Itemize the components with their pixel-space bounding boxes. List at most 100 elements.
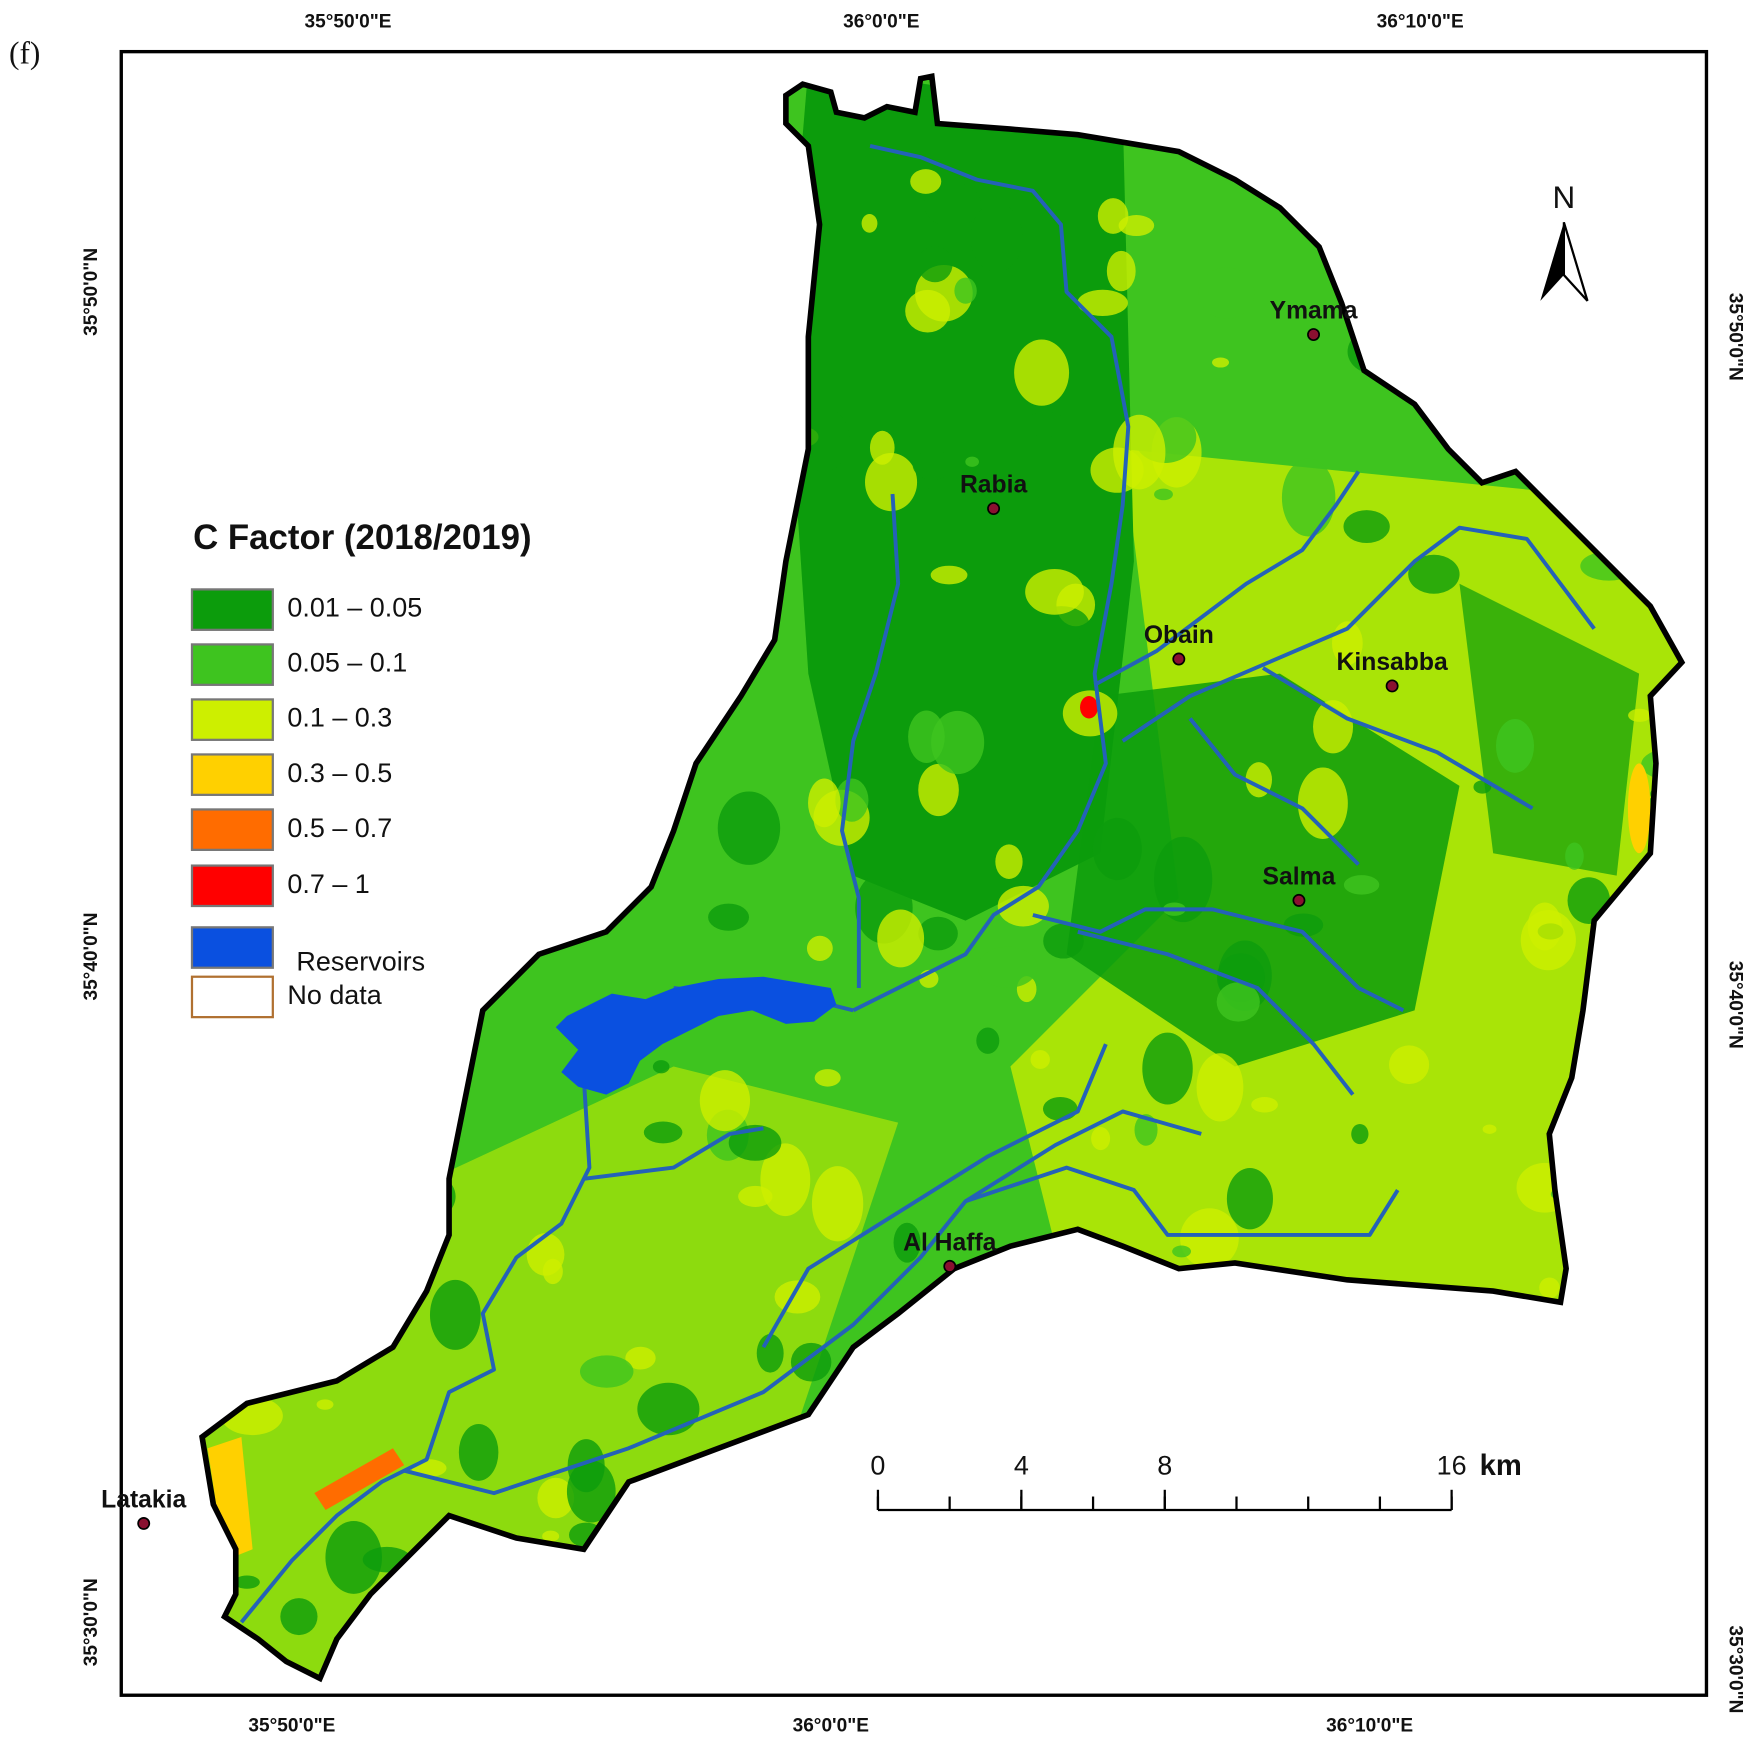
- terrain-patch: [918, 916, 958, 951]
- terrain-patch: [273, 1258, 310, 1280]
- terrain-patch: [227, 1365, 268, 1394]
- terrain-patch: [1077, 289, 1128, 317]
- terrain-patch: [202, 1327, 252, 1385]
- terrain-patch: [368, 1153, 424, 1225]
- terrain-patch: [1648, 93, 1682, 115]
- terrain-patch: [1343, 510, 1390, 544]
- terrain-patch: [409, 648, 436, 666]
- terrain-patch: [1281, 458, 1336, 537]
- terrain-patch: [1584, 1621, 1604, 1650]
- terrain-patch: [1030, 1050, 1050, 1069]
- terrain-patch: [1343, 875, 1380, 895]
- terrain-patch: [643, 1121, 683, 1144]
- terrain-patch: [1065, 76, 1091, 96]
- scale-label: 4: [1014, 1450, 1029, 1480]
- terrain-patch: [257, 1307, 319, 1342]
- terrain-patch: [1388, 1045, 1430, 1085]
- terrain-patch: [316, 1399, 334, 1410]
- terrain-patch: [505, 217, 562, 266]
- terrain-patch: [1422, 1424, 1444, 1441]
- terrain-patch: [270, 110, 321, 141]
- terrain-patch: [554, 668, 581, 683]
- terrain-patch: [565, 605, 599, 655]
- terrain-patch: [1370, 168, 1407, 209]
- terrain-patch: [526, 1233, 565, 1276]
- terrain-patch: [419, 839, 449, 869]
- terrain-patch: [1095, 1320, 1144, 1374]
- terrain-patch: [335, 203, 364, 238]
- terrain-patch: [333, 1233, 361, 1274]
- terrain-patch: [814, 1069, 841, 1087]
- terrain-patch: [811, 1166, 864, 1242]
- terrain-patch: [1120, 1286, 1180, 1364]
- terrain-patch: [930, 565, 968, 585]
- terrain-patch: [1092, 817, 1142, 881]
- terrain-bare: [1080, 696, 1098, 719]
- terrain-patch: [954, 277, 977, 304]
- terrain-patch: [604, 76, 641, 89]
- place-label: Ymama: [1270, 298, 1358, 325]
- reservoir-shape: [555, 976, 837, 1095]
- terrain-patch: [931, 710, 985, 775]
- terrain-patch: [1014, 339, 1070, 406]
- terrain-patch: [790, 1342, 832, 1382]
- graticule-bottom: 36°10'0"E: [1326, 1716, 1413, 1737]
- terrain-patch: [912, 450, 953, 480]
- terrain-patch: [1539, 1277, 1560, 1299]
- terrain-patch: [877, 909, 925, 968]
- terrain-patch: [686, 298, 726, 323]
- terrain-patch: [684, 376, 704, 396]
- terrain-patch: [412, 274, 467, 313]
- terrain-patch: [424, 262, 448, 276]
- terrain-patch: [1154, 836, 1213, 923]
- terrain-patch: [850, 91, 866, 111]
- terrain-patch: [717, 791, 781, 865]
- legend-swatch: [190, 698, 274, 741]
- terrain-patch: [566, 1460, 616, 1523]
- terrain-patch: [1051, 1290, 1100, 1328]
- legend-label: 0.05 – 0.1: [287, 648, 407, 678]
- terrain-patch: [799, 1500, 842, 1528]
- terrain-patch: [1467, 1360, 1486, 1387]
- terrain-patch: [458, 1424, 499, 1481]
- terrain-patch: [1216, 982, 1260, 1022]
- place-label: Kinsabba: [1337, 649, 1448, 676]
- terrain-patch: [1520, 910, 1576, 971]
- terrain-patch: [1438, 216, 1459, 242]
- terrain-patch: [1377, 281, 1398, 307]
- terrain-patch: [381, 241, 406, 266]
- terrain-patch: [1043, 923, 1084, 959]
- place-label: Rabia: [960, 472, 1027, 499]
- terrain-patch: [1351, 1123, 1369, 1145]
- terrain-patch: [968, 1266, 1015, 1323]
- terrain-patch: [1359, 1661, 1379, 1679]
- terrain-patch: [765, 1469, 815, 1495]
- terrain-forest: [1459, 583, 1640, 876]
- legend-swatch: [190, 926, 274, 969]
- terrain-bare: [207, 1437, 253, 1561]
- terrain-patch: [311, 1254, 363, 1288]
- terrain-patch: [234, 1575, 260, 1589]
- terrain-patch: [1033, 606, 1090, 643]
- north-arrow-left: [1540, 222, 1564, 301]
- terrain-patch: [1408, 554, 1460, 594]
- terrain-patch: [910, 169, 942, 194]
- terrain-patch: [1620, 940, 1667, 999]
- place-marker: [137, 1517, 151, 1530]
- terrain-patch: [637, 1382, 700, 1436]
- terrain-patch: [806, 935, 833, 961]
- terrain-patch: [918, 763, 959, 817]
- terrain-patch: [312, 303, 334, 316]
- terrain-patch: [902, 1594, 960, 1627]
- graticule-left: 35°50'0"N: [81, 248, 102, 336]
- terrain-patch: [1198, 267, 1255, 319]
- graticule-bottom: 35°50'0"E: [248, 1716, 335, 1737]
- legend-label: 0.7 – 1: [287, 869, 369, 899]
- place-marker: [987, 502, 1001, 516]
- terrain-patch: [834, 1410, 871, 1439]
- legend-swatch: [190, 975, 274, 1019]
- terrain-patch: [1024, 411, 1068, 437]
- terrain-patch: [760, 1143, 811, 1217]
- terrain-patch: [893, 1222, 921, 1263]
- terrain-patch: [288, 1279, 336, 1348]
